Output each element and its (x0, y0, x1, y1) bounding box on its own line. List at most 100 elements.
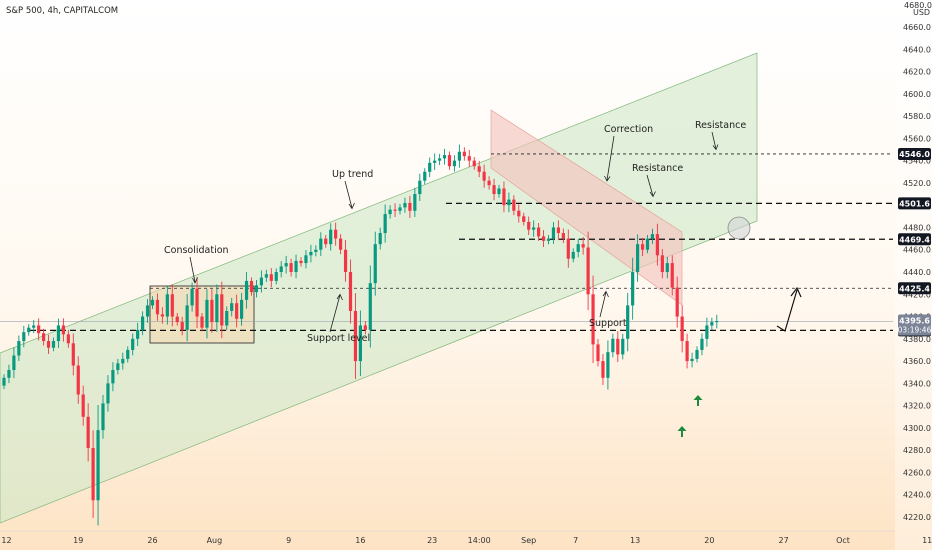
candle (7, 364, 11, 384)
candle-body (294, 260, 298, 272)
candle (289, 258, 293, 277)
candle (111, 362, 115, 392)
candle (22, 325, 26, 348)
candle (12, 347, 16, 379)
highlight-circle (727, 216, 751, 240)
candle-body (660, 255, 664, 272)
candle-body (680, 316, 684, 342)
candle-body (546, 238, 551, 241)
price-axis-currency: USD (913, 8, 930, 17)
candle (294, 254, 298, 279)
candle (715, 314, 719, 329)
candle-body (368, 283, 372, 330)
candle-body (433, 160, 437, 163)
y-tick-label: 4440.0 (903, 268, 931, 277)
candle (660, 249, 664, 279)
candle (690, 352, 694, 368)
candle-body (581, 244, 585, 248)
x-tick-label: Oct (836, 536, 850, 545)
candle-body (304, 255, 308, 264)
annotation-support-arrowhead (602, 290, 609, 298)
candle-body (571, 251, 575, 259)
candle (343, 239, 348, 282)
candle-body (378, 233, 382, 245)
candle (561, 228, 565, 244)
candle-body (269, 274, 273, 281)
candle (106, 375, 110, 412)
candle-body (205, 299, 209, 328)
annotation-correction-pointer (606, 135, 615, 181)
candle-body (240, 299, 244, 319)
y-tick-label: 4380.0 (903, 335, 931, 344)
candle-body (487, 180, 491, 186)
y-tick-label: 4620.0 (903, 68, 931, 77)
annotation-up-trend-pointer (344, 180, 353, 209)
candle-body (299, 260, 303, 264)
candle (472, 157, 476, 170)
candle-body (556, 227, 560, 234)
candle (512, 195, 516, 216)
candle (358, 310, 362, 377)
candle (348, 259, 353, 324)
candle-body (56, 325, 61, 342)
candle (195, 277, 199, 329)
candle-body (22, 332, 26, 342)
candle-body (319, 238, 323, 250)
candle (576, 238, 580, 258)
y-tick-label: 4280.0 (903, 446, 931, 455)
candle-body (457, 151, 461, 161)
candle (586, 231, 590, 311)
candle-body (17, 341, 21, 356)
candle (61, 318, 65, 342)
candle-body (126, 349, 130, 359)
price-axis[interactable]: 4220.0 4240.0 4260.0 4280.0 4300.0 4320.0 4340… (903, 23, 931, 522)
candle-body (185, 305, 189, 330)
candle-body (46, 341, 51, 348)
y-tick-label: 4240.0 (903, 491, 931, 500)
candle-body (467, 156, 471, 161)
candle-body (566, 238, 570, 259)
candle-body (710, 322, 714, 326)
y-tick-label: 4360.0 (903, 357, 931, 366)
candle (101, 394, 105, 439)
candle-body (324, 238, 328, 245)
candle (131, 333, 135, 356)
candle (428, 157, 432, 178)
candle-body (551, 227, 556, 239)
y-tick-label: 4600.0 (903, 90, 931, 99)
candle-body (561, 233, 565, 239)
x-tick-label: 7 (573, 536, 578, 545)
candle (566, 229, 570, 268)
candle (527, 216, 531, 236)
annotations: Consolidation Up trend Support level Cor… (164, 120, 746, 344)
candle-body (393, 209, 397, 211)
current-price-badge (898, 314, 931, 336)
candle-body (210, 299, 214, 323)
candle-body (339, 238, 343, 250)
candle (155, 293, 160, 321)
correction-channel (490, 109, 683, 306)
candle (477, 160, 481, 178)
candle-body (586, 247, 590, 295)
candle-body (507, 199, 511, 206)
candle-body (591, 294, 595, 345)
candle (675, 276, 679, 328)
candle (220, 281, 224, 339)
time-axis[interactable]: 12 19 26 Aug 9 16 23 14:00 Sep 7 13 20 27 Oct 11 (0, 530, 932, 545)
candle (46, 334, 51, 354)
candle-body (408, 202, 412, 211)
candle (86, 403, 90, 462)
candle-body (447, 155, 452, 167)
price-badge-4546-0 (898, 147, 931, 160)
candle-body (690, 358, 694, 362)
candle-body (442, 155, 447, 159)
candle-body (235, 303, 239, 319)
price-badge-4425-4-label: 4425.4 (899, 284, 930, 293)
candle-body (413, 194, 417, 211)
candle (581, 237, 585, 255)
candle-body (596, 344, 600, 362)
candle-body (388, 209, 392, 215)
candle (56, 318, 61, 348)
x-tick-label: Aug (207, 536, 223, 545)
